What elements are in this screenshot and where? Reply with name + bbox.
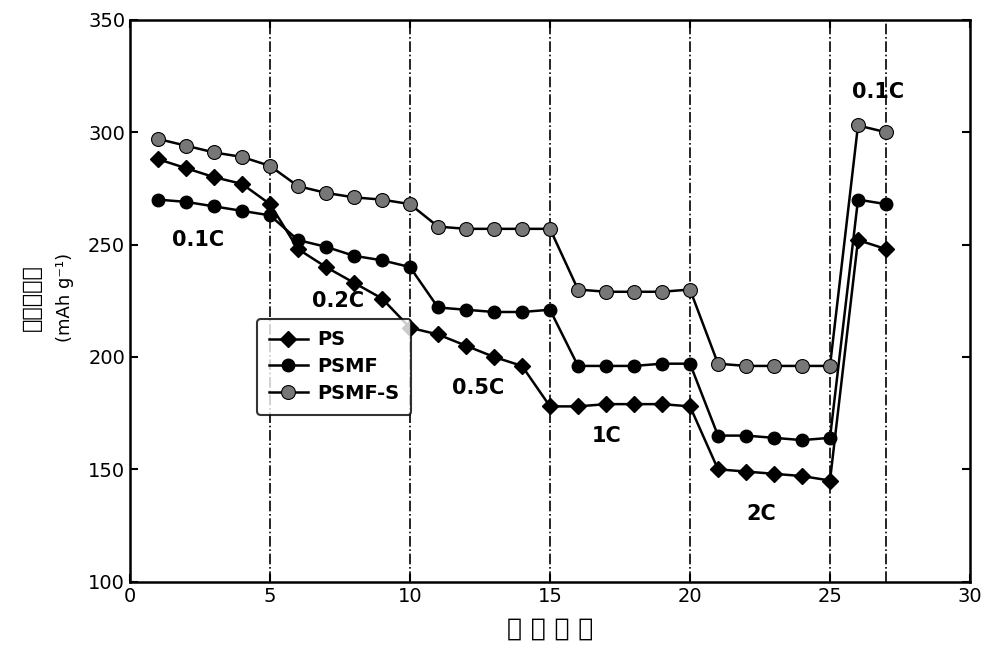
Legend: PS, PSMF, PSMF-S: PS, PSMF, PSMF-S (257, 319, 411, 414)
PSMF (852, 196, 864, 204)
PSMF (544, 306, 556, 314)
PSMF-S (684, 286, 696, 293)
PSMF-S (544, 225, 556, 233)
PSMF-S (712, 360, 724, 368)
PS (376, 295, 388, 303)
Text: 0.5C: 0.5C (452, 378, 504, 399)
PSMF-S (852, 122, 864, 130)
PSMF (880, 200, 892, 208)
PSMF-S (236, 153, 248, 161)
PS (740, 467, 752, 475)
PSMF-S (880, 128, 892, 136)
PS (628, 400, 640, 408)
PSMF-S (600, 288, 612, 295)
PSMF (152, 196, 164, 204)
PSMF (768, 434, 780, 442)
PS (488, 353, 500, 361)
PSMF-S (740, 362, 752, 370)
PSMF (628, 362, 640, 370)
PSMF (572, 362, 584, 370)
PSMF-S (628, 288, 640, 295)
PS (600, 400, 612, 408)
PS (572, 403, 584, 410)
PSMF-S (656, 288, 668, 295)
X-axis label: 循 环 次 数: 循 环 次 数 (507, 617, 593, 641)
PS (208, 173, 220, 181)
PSMF (460, 306, 472, 314)
PS (432, 330, 444, 338)
PS (824, 477, 836, 485)
PS (684, 403, 696, 410)
PSMF (404, 263, 416, 271)
PSMF (684, 360, 696, 368)
PS (852, 236, 864, 244)
PS (796, 472, 808, 480)
PSMF (600, 362, 612, 370)
PSMF (292, 236, 304, 244)
PSMF-S (264, 162, 276, 170)
PS (152, 155, 164, 163)
PSMF (796, 436, 808, 444)
PSMF (432, 303, 444, 311)
PSMF (208, 202, 220, 210)
PSMF (376, 256, 388, 264)
PS (264, 200, 276, 208)
PSMF-S (152, 135, 164, 143)
PSMF (740, 432, 752, 440)
Line: PSMF: PSMF (152, 194, 892, 446)
Line: PS: PS (152, 153, 892, 486)
PS (348, 279, 360, 287)
PSMF (320, 243, 332, 251)
PSMF (712, 432, 724, 440)
PS (768, 470, 780, 478)
PS (460, 342, 472, 350)
PS (236, 180, 248, 188)
PS (320, 263, 332, 271)
PS (516, 362, 528, 370)
PSMF-S (320, 189, 332, 197)
PS (544, 403, 556, 410)
Text: 0.2C: 0.2C (312, 291, 364, 311)
PSMF-S (796, 362, 808, 370)
PSMF (824, 434, 836, 442)
PS (656, 400, 668, 408)
PSMF (656, 360, 668, 368)
Text: 0.1C: 0.1C (852, 82, 905, 102)
PS (404, 324, 416, 332)
PSMF (488, 308, 500, 316)
PSMF-S (432, 223, 444, 231)
Line: PSMF-S: PSMF-S (151, 118, 893, 373)
PS (880, 245, 892, 253)
Text: 放电比容量: 放电比容量 (22, 264, 42, 331)
PSMF-S (824, 362, 836, 370)
PS (180, 164, 192, 172)
PSMF-S (208, 149, 220, 157)
PSMF-S (488, 225, 500, 233)
PSMF-S (516, 225, 528, 233)
Text: 2C: 2C (746, 504, 776, 524)
Text: 0.1C: 0.1C (172, 230, 224, 250)
PSMF-S (292, 182, 304, 190)
PSMF (516, 308, 528, 316)
PS (292, 245, 304, 253)
PSMF (180, 198, 192, 206)
PS (712, 465, 724, 473)
PSMF (348, 252, 360, 260)
Text: 1C: 1C (592, 426, 622, 446)
PSMF-S (376, 196, 388, 204)
PSMF-S (768, 362, 780, 370)
PSMF-S (180, 141, 192, 149)
PSMF-S (404, 200, 416, 208)
PSMF-S (572, 286, 584, 293)
PSMF-S (348, 194, 360, 202)
PSMF (236, 207, 248, 215)
PSMF-S (460, 225, 472, 233)
PSMF (264, 212, 276, 219)
Text: (mAh g⁻¹): (mAh g⁻¹) (56, 253, 74, 342)
